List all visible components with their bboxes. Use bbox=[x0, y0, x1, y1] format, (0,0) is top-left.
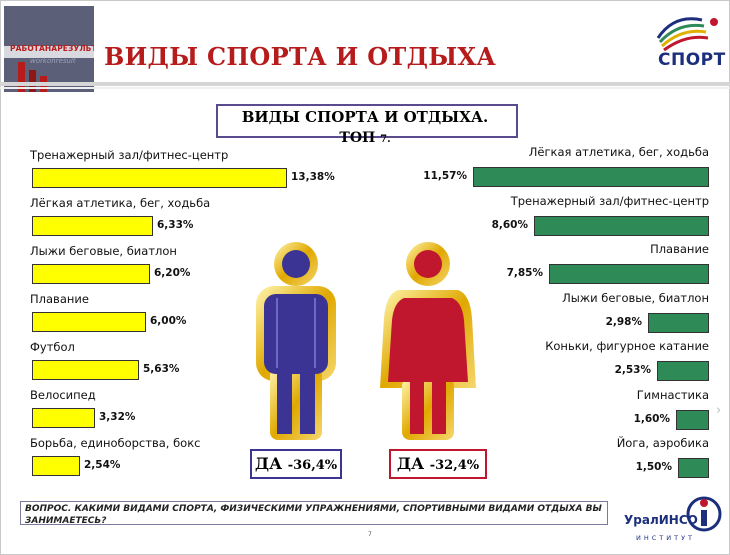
slide-subtitle-number: 7. bbox=[380, 134, 391, 145]
women-bar-label: Тренажерный зал/фитнес-центр bbox=[510, 193, 709, 208]
women-bar-label: Йога, аэробика bbox=[616, 436, 709, 450]
org-subtitle: ИНСТИТУТ bbox=[636, 534, 696, 542]
logo-subtext: workonresult bbox=[30, 57, 76, 65]
women-bar-label: Плавание bbox=[650, 242, 709, 256]
female-figure-icon bbox=[380, 242, 476, 440]
men-bar-value: 5,63% bbox=[143, 363, 180, 375]
women-bar bbox=[549, 264, 709, 284]
question-body: КАКИМИ ВИДАМИ СПОРТА, ФИЗИЧЕСКИМИ УПРАЖН… bbox=[25, 504, 602, 526]
men-bar-value: 2,54% bbox=[84, 459, 121, 471]
chevron-right-icon[interactable]: › bbox=[716, 403, 722, 418]
women-bar bbox=[534, 215, 709, 236]
women-bar-value: 8,60% bbox=[491, 218, 528, 231]
question-box bbox=[20, 501, 608, 525]
org-name: УралИНСО bbox=[624, 513, 698, 527]
male-figure-icon bbox=[256, 242, 336, 440]
women-bar bbox=[473, 167, 709, 187]
question-text: ВОПРОС. КАКИМИ ВИДАМИ СПОРТА, ФИЗИЧЕСКИМ… bbox=[25, 503, 605, 527]
men-bar bbox=[32, 456, 80, 476]
slide-subtitle: ТОП 7. bbox=[216, 130, 514, 146]
women-bar-label: Лыжи беговые, биатлон bbox=[562, 290, 709, 305]
logo-text: РАБОТАНАРЕЗУЛЬТАТ bbox=[10, 44, 94, 53]
men-bar bbox=[32, 408, 95, 428]
men-bar bbox=[32, 264, 150, 284]
women-bar bbox=[676, 409, 709, 430]
women-bar-value: 1,50% bbox=[635, 461, 672, 473]
header-divider bbox=[0, 82, 730, 86]
question-label: ВОПРОС. bbox=[25, 504, 72, 514]
men-bar-label: Лёгкая атлетика, бег, ходьба bbox=[30, 196, 211, 210]
women-yes-label: ДА bbox=[396, 454, 425, 473]
women-bar bbox=[678, 458, 709, 478]
men-yes-value: -36,4% bbox=[287, 458, 338, 473]
men-bar-label: Тренажерный зал/фитнес-центр bbox=[30, 148, 229, 162]
men-bar-value: 13,38% bbox=[291, 171, 335, 183]
company-logo: РАБОТАНАРЕЗУЛЬТАТ workonresult bbox=[4, 6, 94, 92]
women-bar-label: Лёгкая атлетика, бег, ходьба bbox=[528, 145, 709, 159]
men-bar bbox=[32, 216, 153, 236]
slide-title-box bbox=[216, 104, 518, 138]
men-bar-label: Футбол bbox=[30, 340, 75, 354]
men-bar-label: Плавание bbox=[30, 292, 89, 306]
slide-title: ВИДЫ СПОРТА И ОТДЫХА. bbox=[241, 108, 489, 126]
women-bar-value: 2,98% bbox=[605, 315, 642, 328]
page-title: ВИДЫ СПОРТА И ОТДЫХА bbox=[104, 42, 497, 71]
men-bar-value: 3,32% bbox=[99, 411, 136, 423]
women-bar-label: Гимнастика bbox=[636, 387, 709, 402]
women-bar bbox=[648, 312, 709, 333]
women-bar bbox=[657, 361, 709, 381]
men-yes-summary: ДА -36,4% bbox=[250, 449, 342, 479]
men-bar-label: Велосипед bbox=[30, 388, 96, 402]
men-bar-value: 6,20% bbox=[154, 267, 191, 279]
women-bar-value: 11,57% bbox=[423, 170, 467, 182]
men-bar-label: Борьба, единоборства, бокс bbox=[30, 436, 201, 450]
men-yes-label: ДА bbox=[254, 454, 283, 473]
men-bar bbox=[32, 360, 139, 380]
men-bar-value: 6,33% bbox=[157, 219, 194, 231]
men-bar-label: Лыжи беговые, биатлон bbox=[30, 244, 177, 258]
sport-logo-icon bbox=[656, 17, 718, 52]
men-bar bbox=[32, 168, 287, 188]
women-bar-value: 1,60% bbox=[633, 412, 670, 425]
page-number: 7 bbox=[368, 531, 372, 538]
header-divider-shadow bbox=[0, 87, 730, 89]
women-yes-summary: ДА -32,4% bbox=[389, 449, 487, 479]
uralinso-logo-icon bbox=[686, 496, 722, 532]
women-yes-value: -32,4% bbox=[429, 458, 480, 473]
men-bar-value: 6,00% bbox=[150, 315, 187, 327]
women-bar-value: 2,53% bbox=[614, 364, 651, 376]
women-bar-label: Коньки, фигурное катание bbox=[545, 339, 709, 353]
women-bar-value: 7,85% bbox=[506, 267, 543, 279]
slide-subtitle-top: ТОП bbox=[339, 130, 376, 146]
men-bar bbox=[32, 312, 146, 332]
sport-logo-text: СПОРТ bbox=[658, 50, 726, 70]
